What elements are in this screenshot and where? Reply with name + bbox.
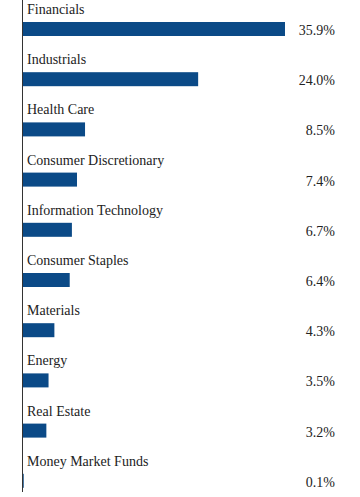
bar: [23, 424, 46, 438]
chart: Financials Industrials Health Care Consumer…: [0, 0, 360, 497]
bars: [23, 22, 285, 488]
bar: [23, 273, 70, 287]
data-label: 7.4%: [306, 174, 336, 189]
data-label: 8.5%: [306, 123, 336, 138]
data-label: 6.4%: [306, 274, 336, 289]
category-label: Industrials: [27, 52, 86, 67]
category-label: Health Care: [27, 102, 94, 117]
bar: [23, 22, 285, 36]
category-label: Money Market Funds: [27, 454, 148, 469]
category-label: Information Technology: [27, 203, 163, 218]
category-label: Energy: [27, 353, 67, 368]
bar: [23, 323, 54, 337]
data-label: 24.0%: [299, 73, 336, 88]
axis-line: [22, 0, 23, 492]
bar: [23, 474, 24, 488]
bar: [23, 223, 72, 237]
data-label: 0.1%: [306, 475, 336, 490]
bar: [23, 72, 198, 86]
category-label: Consumer Staples: [27, 253, 129, 268]
data-label: 6.7%: [306, 224, 336, 239]
bar: [23, 373, 49, 387]
category-label: Real Estate: [27, 404, 90, 419]
category-label: Financials: [27, 2, 85, 17]
category-labels: Financials Industrials Health Care Consumer…: [27, 2, 164, 469]
data-label: 4.3%: [306, 324, 336, 339]
data-labels: 35.9% 24.0% 8.5% 7.4% 6.7% 6.4% 4.3% 3.5% 3.2% 0.…: [299, 23, 336, 490]
data-label: 3.5%: [306, 374, 336, 389]
category-label: Materials: [27, 303, 80, 318]
data-label: 35.9%: [299, 23, 336, 38]
data-label: 3.2%: [306, 425, 336, 440]
bar: [23, 173, 77, 187]
bar: [23, 122, 85, 136]
category-label: Consumer Discretionary: [27, 153, 164, 168]
